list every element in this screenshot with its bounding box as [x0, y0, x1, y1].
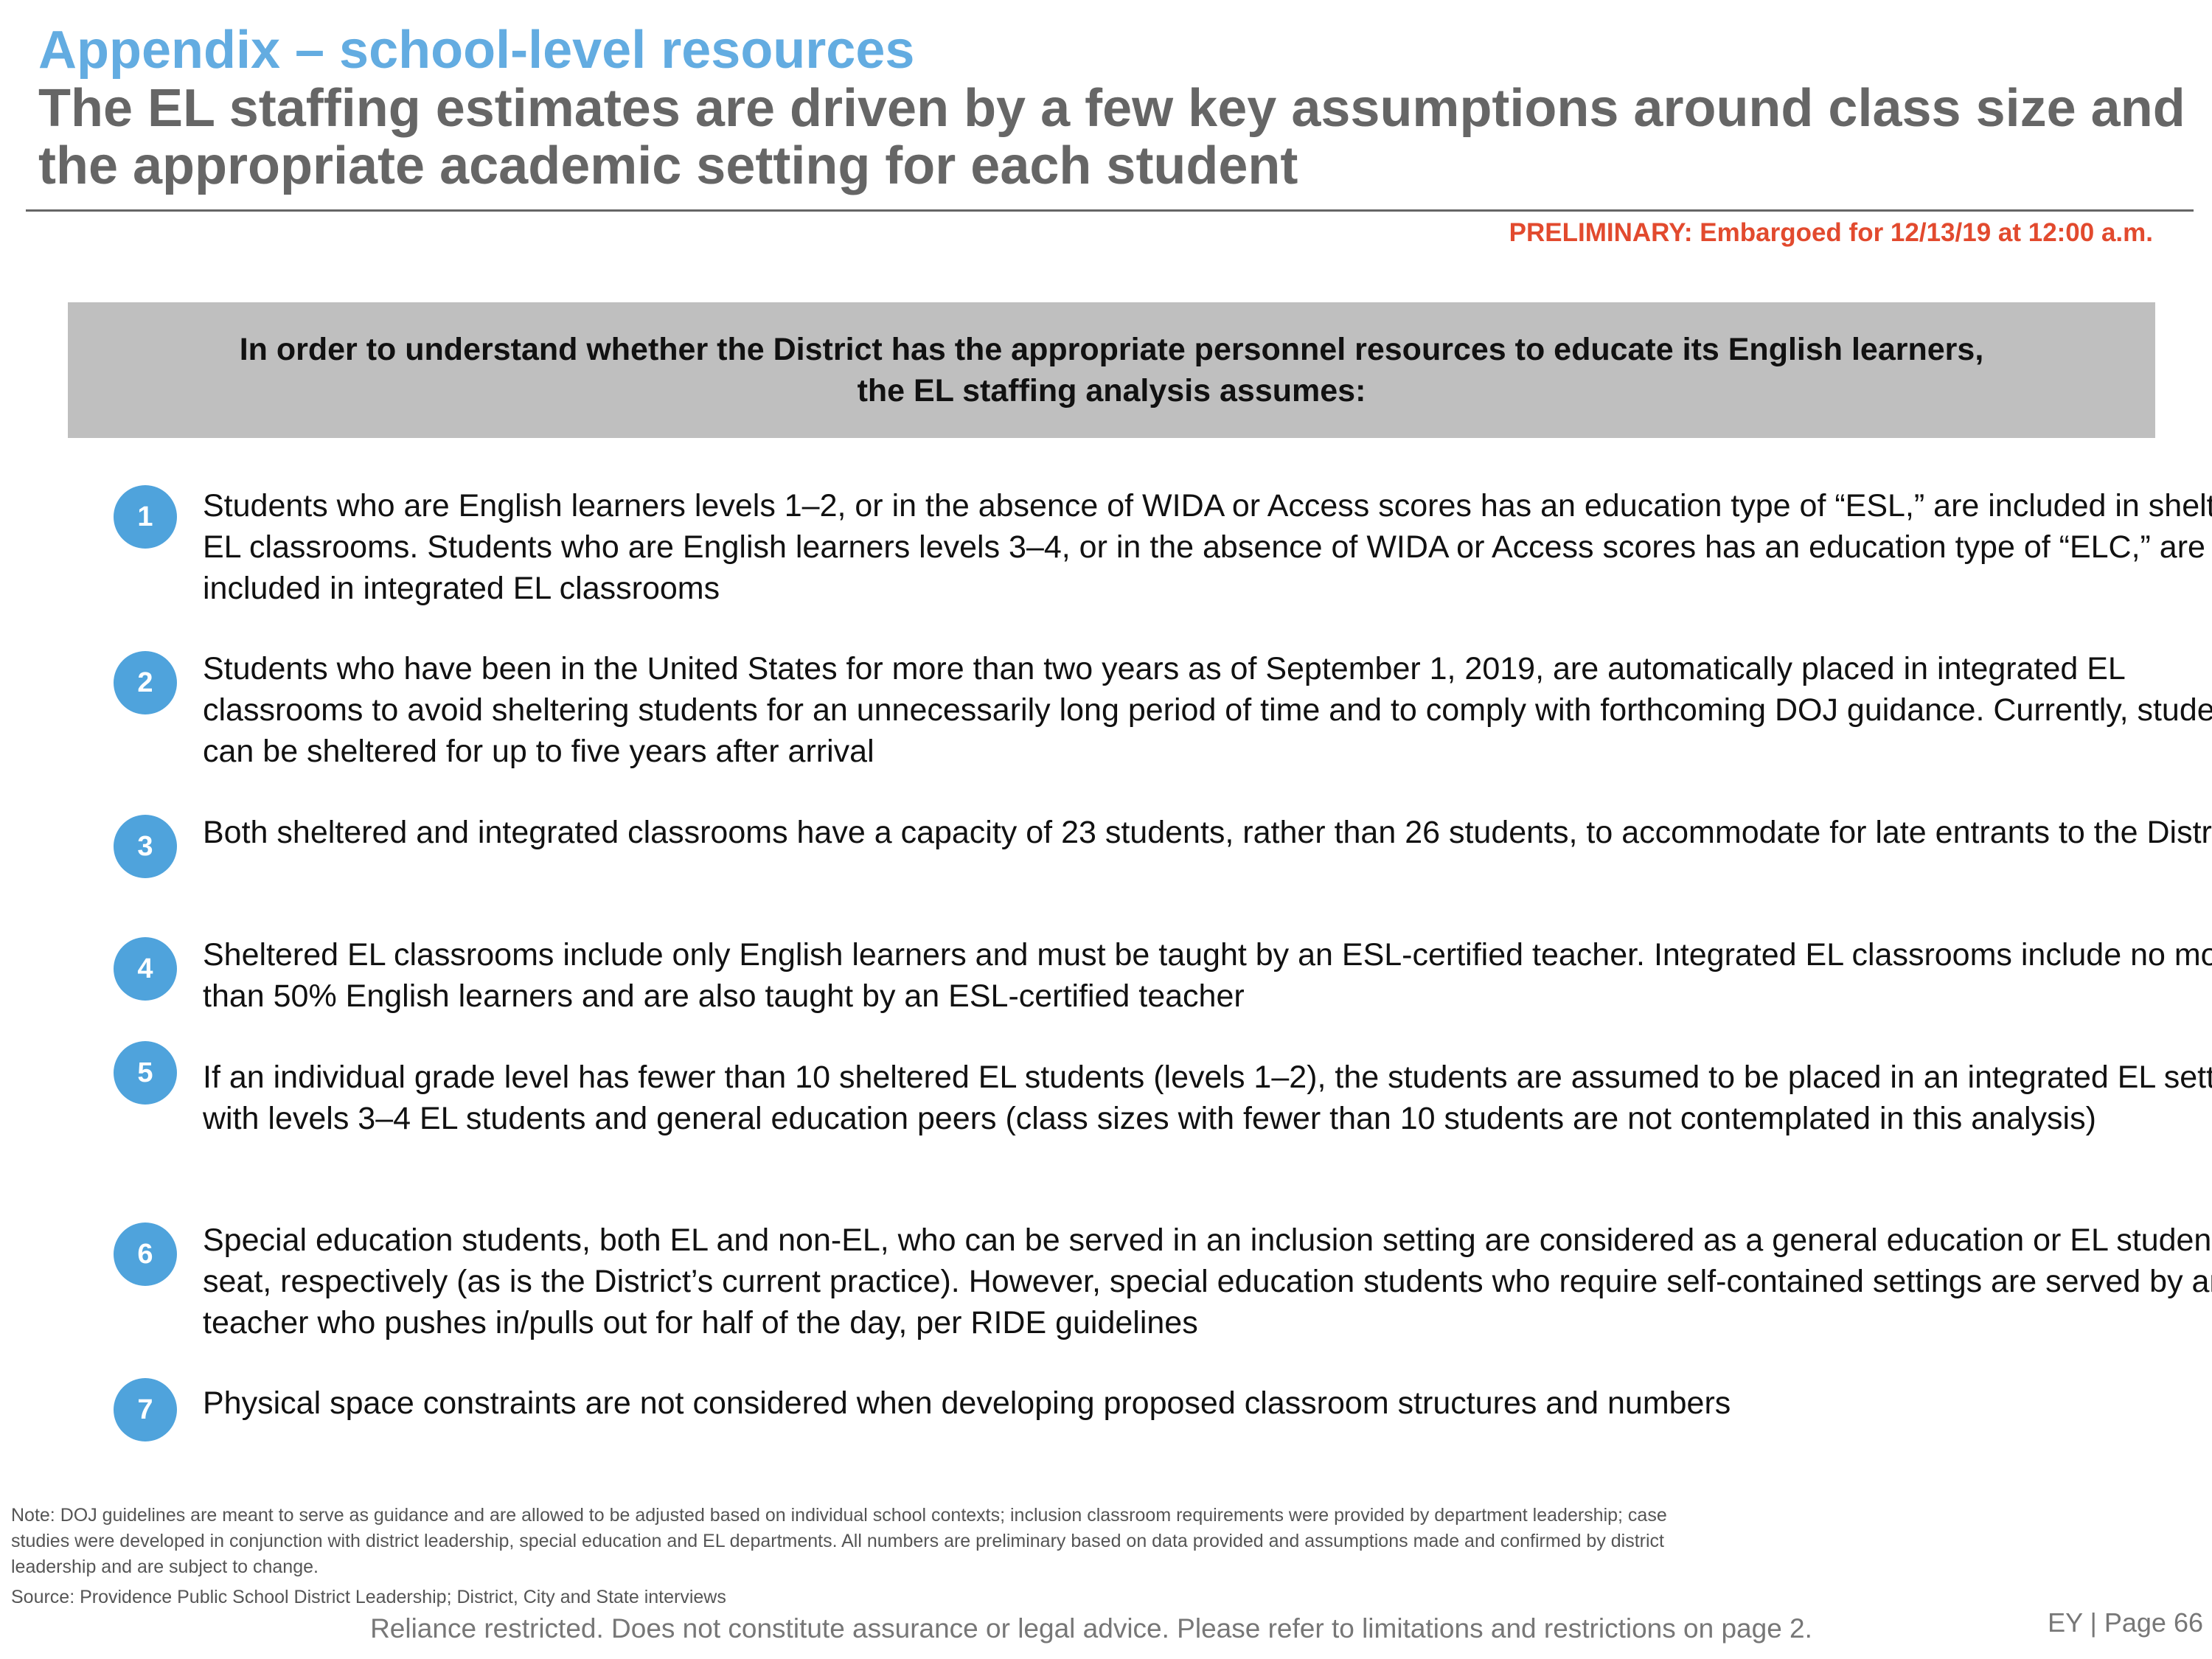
number-badge-icon: 5 [114, 1041, 177, 1105]
callout-box: In order to understand whether the Distr… [68, 302, 2155, 438]
number-badge-icon: 1 [114, 485, 177, 549]
number-badge-icon: 6 [114, 1222, 177, 1286]
preliminary-notice: PRELIMINARY: Embargoed for 12/13/19 at 1… [1509, 218, 2153, 247]
assumption-text: Students who are English learners levels… [203, 488, 2212, 606]
assumption-text: If an individual grade level has fewer t… [203, 1060, 2212, 1136]
footnote: Note: DOJ guidelines are meant to serve … [11, 1505, 1667, 1577]
number-badge-icon: 4 [114, 937, 177, 1001]
callout-line-1: In order to understand whether the Distr… [239, 332, 1984, 367]
source-note: Source: Providence Public School Distric… [11, 1587, 726, 1607]
number-badge-icon: 3 [114, 815, 177, 878]
assumption-text: Physical space constraints are not consi… [203, 1385, 1731, 1421]
number-badge-icon: 2 [114, 651, 177, 714]
disclaimer: Reliance restricted. Does not constitute… [370, 1613, 1812, 1644]
number-badge-icon: 7 [114, 1378, 177, 1441]
assumption-text: Sheltered EL classrooms include only Eng… [203, 937, 2212, 1014]
section-title: Appendix – school-level resources [38, 21, 915, 80]
assumption-text: Students who have been in the United Sta… [203, 651, 2212, 769]
assumption-text: Special education students, both EL and … [203, 1222, 2212, 1340]
callout-line-2: the EL staffing analysis assumes: [857, 373, 1366, 408]
page-title: The EL staffing estimates are driven by … [38, 79, 2185, 195]
title-divider [26, 209, 2194, 212]
assumption-text: Both sheltered and integrated classrooms… [203, 815, 2212, 850]
page-number: EY | Page 66 [2048, 1607, 2203, 1638]
